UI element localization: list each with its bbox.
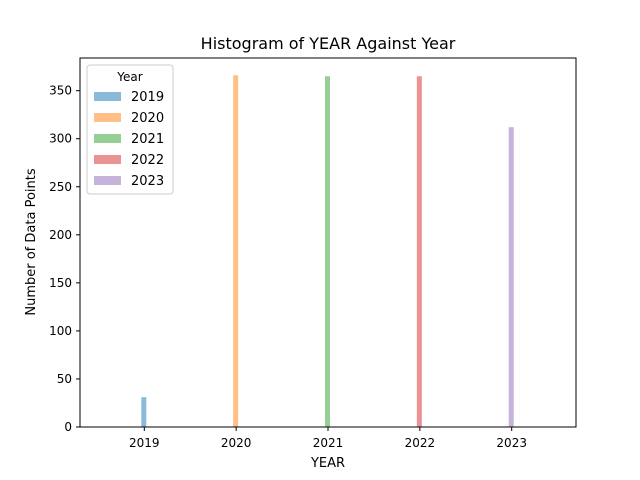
y-tick-label-200: 200 [49,228,72,242]
x-axis-label: YEAR [310,456,345,471]
legend-label-2022: 2022 [131,153,164,168]
bar-2023 [508,127,514,427]
bar-2022 [416,76,422,427]
bar-2019 [141,397,147,427]
legend-swatch-2019 [94,92,121,101]
legend-label-2021: 2021 [131,132,164,147]
legend-title: Year [116,70,142,84]
legend: Year 2019 2020 2021 2022 2023 [86,64,174,195]
bar-2021 [325,76,330,427]
legend-swatch-2023 [94,176,121,185]
legend-label-2023: 2023 [131,174,164,189]
y-tick-label-350: 350 [49,84,72,98]
y-tick-label-100: 100 [49,324,72,338]
y-axis: 0 50 100 150 200 250 300 350 [49,84,80,434]
x-tick-label-2021: 2021 [313,436,344,450]
y-tick-label-300: 300 [49,132,72,146]
x-tick-label-2019: 2019 [129,436,160,450]
y-axis-label: Number of Data Points [24,168,39,315]
legend-swatch-2021 [94,134,121,143]
legend-swatch-2022 [94,155,121,164]
x-tick-label-2023: 2023 [496,436,527,450]
legend-swatch-2020 [94,113,121,122]
y-tick-label-50: 50 [57,372,72,386]
legend-label-2020: 2020 [131,111,164,126]
bar-2020 [233,75,239,427]
y-tick-label-0: 0 [64,420,72,434]
x-tick-label-2022: 2022 [405,436,436,450]
x-tick-label-2020: 2020 [221,436,252,450]
bars-group [141,75,514,427]
y-tick-label-250: 250 [49,180,72,194]
x-axis: 2019 2020 2021 2022 2023 [129,427,527,450]
y-tick-label-150: 150 [49,276,72,290]
chart-title: Histogram of YEAR Against Year [201,34,456,53]
legend-label-2019: 2019 [131,90,164,105]
